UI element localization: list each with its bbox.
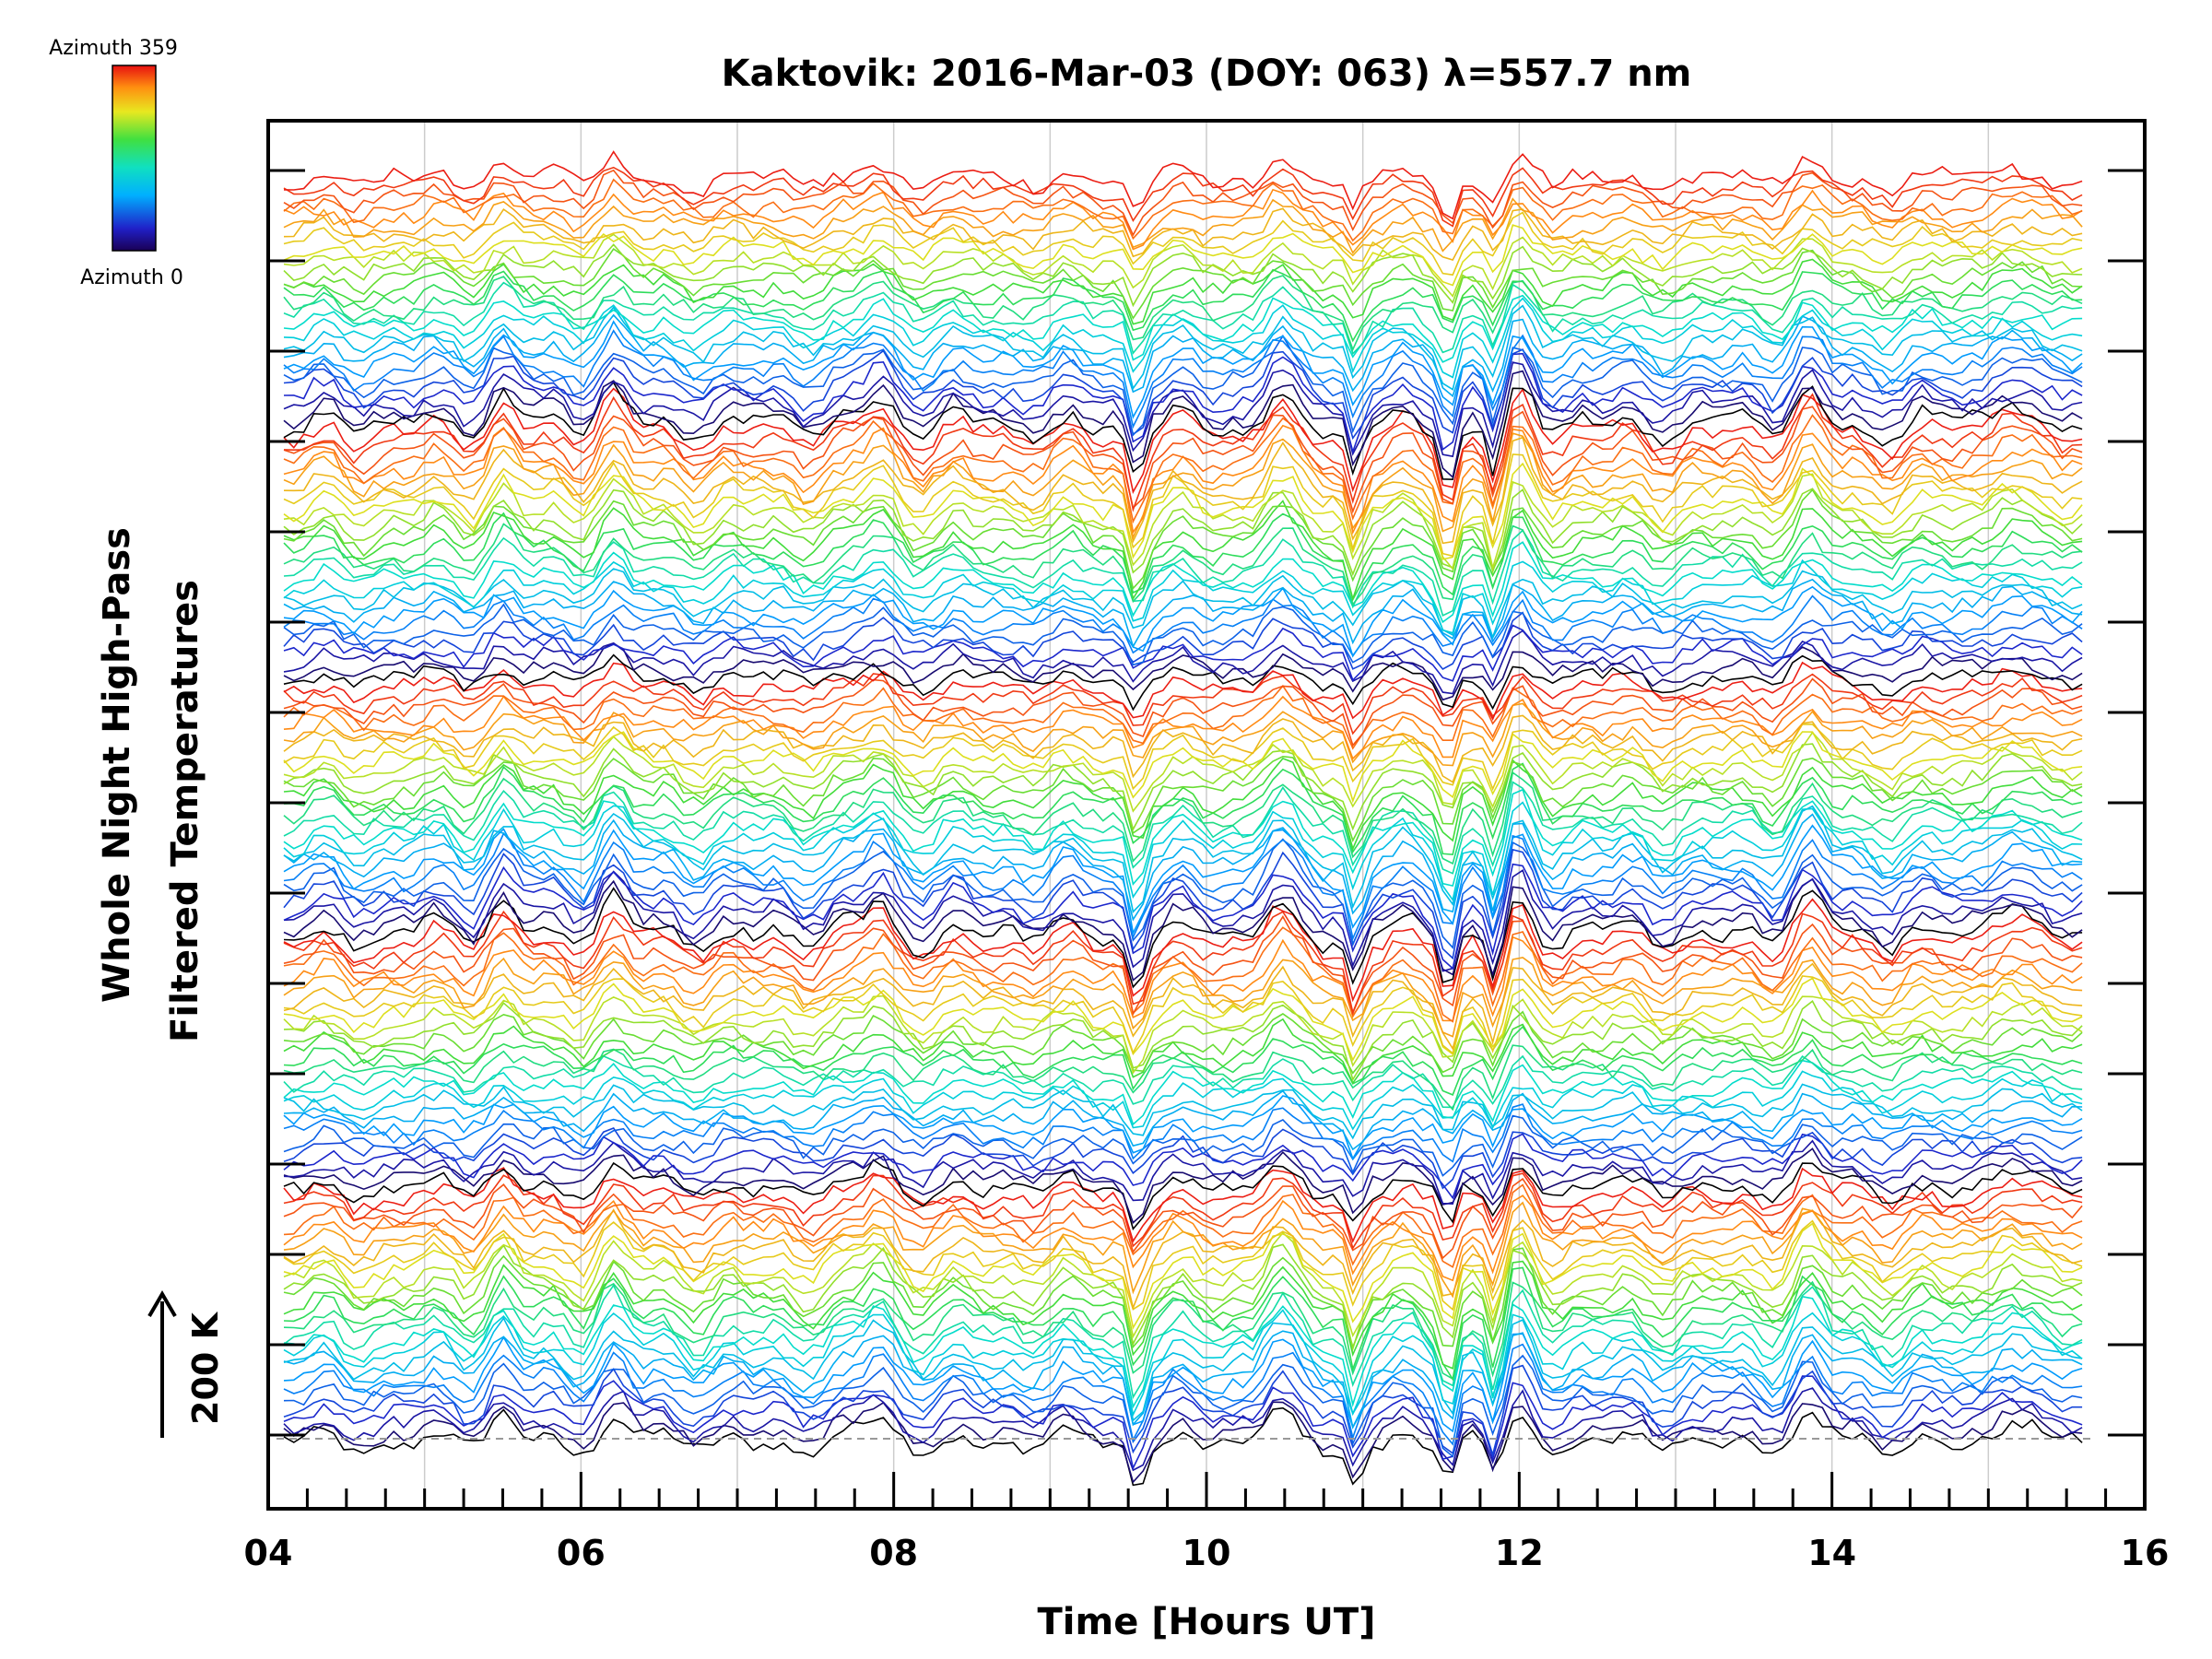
colorbar: Azimuth 359 Azimuth 0	[49, 37, 183, 289]
trace-line	[284, 416, 2082, 522]
x-axis-label: Time [Hours UT]	[1038, 1601, 1376, 1643]
y-axis-label-line2: Filtered Temperatures	[164, 580, 206, 1042]
x-tick-label: 06	[557, 1533, 606, 1573]
scale-bar-label: 200 K	[185, 1311, 226, 1425]
scale-bar: 200 K	[149, 1294, 226, 1438]
trace-line	[284, 1061, 2082, 1124]
trace-line	[284, 978, 2082, 1060]
trace-line	[284, 782, 2082, 874]
trace-line	[284, 1376, 2082, 1468]
traces	[284, 152, 2082, 1486]
trace-line	[284, 454, 2082, 556]
y-axis-label-line1: Whole Night High-Pass	[96, 527, 138, 1003]
trace-line	[284, 190, 2082, 250]
trace-line	[284, 759, 2082, 849]
grid	[425, 121, 1989, 1509]
trace-line	[284, 732, 2082, 801]
trace-line	[284, 1168, 2082, 1241]
trace-line	[284, 336, 2082, 436]
x-tick-label: 08	[869, 1533, 918, 1573]
trace-line	[284, 1195, 2082, 1280]
trace-line	[284, 530, 2082, 616]
x-tick-label: 04	[244, 1533, 293, 1573]
y-axis-label: Whole Night High-Pass Filtered Temperatu…	[96, 527, 206, 1042]
colorbar-gradient	[112, 65, 156, 251]
trace-line	[284, 213, 2082, 276]
trace-line	[284, 354, 2082, 452]
trace-line	[284, 1134, 2082, 1197]
x-tick-label: 16	[2121, 1533, 2170, 1573]
trace-line	[284, 790, 2082, 886]
colorbar-label-top: Azimuth 359	[49, 37, 178, 60]
trace-line	[284, 806, 2082, 912]
trace-line	[284, 331, 2082, 427]
trace-line	[284, 168, 2082, 227]
x-tick-label: 14	[1807, 1533, 1856, 1573]
trace-line	[284, 489, 2082, 588]
x-tick-label: 12	[1495, 1533, 1544, 1573]
x-tick-label: 10	[1182, 1533, 1231, 1573]
trace-line	[284, 1116, 2082, 1176]
x-axis-ticks	[268, 1472, 2145, 1509]
x-axis-tick-labels: 04 06 08 10 12 14 16	[244, 1533, 2170, 1573]
trace-line	[284, 260, 2082, 324]
chart-title: Kaktovik: 2016-Mar-03 (DOY: 063) λ=557.7…	[722, 53, 1692, 95]
colorbar-label-bottom: Azimuth 0	[80, 266, 183, 289]
